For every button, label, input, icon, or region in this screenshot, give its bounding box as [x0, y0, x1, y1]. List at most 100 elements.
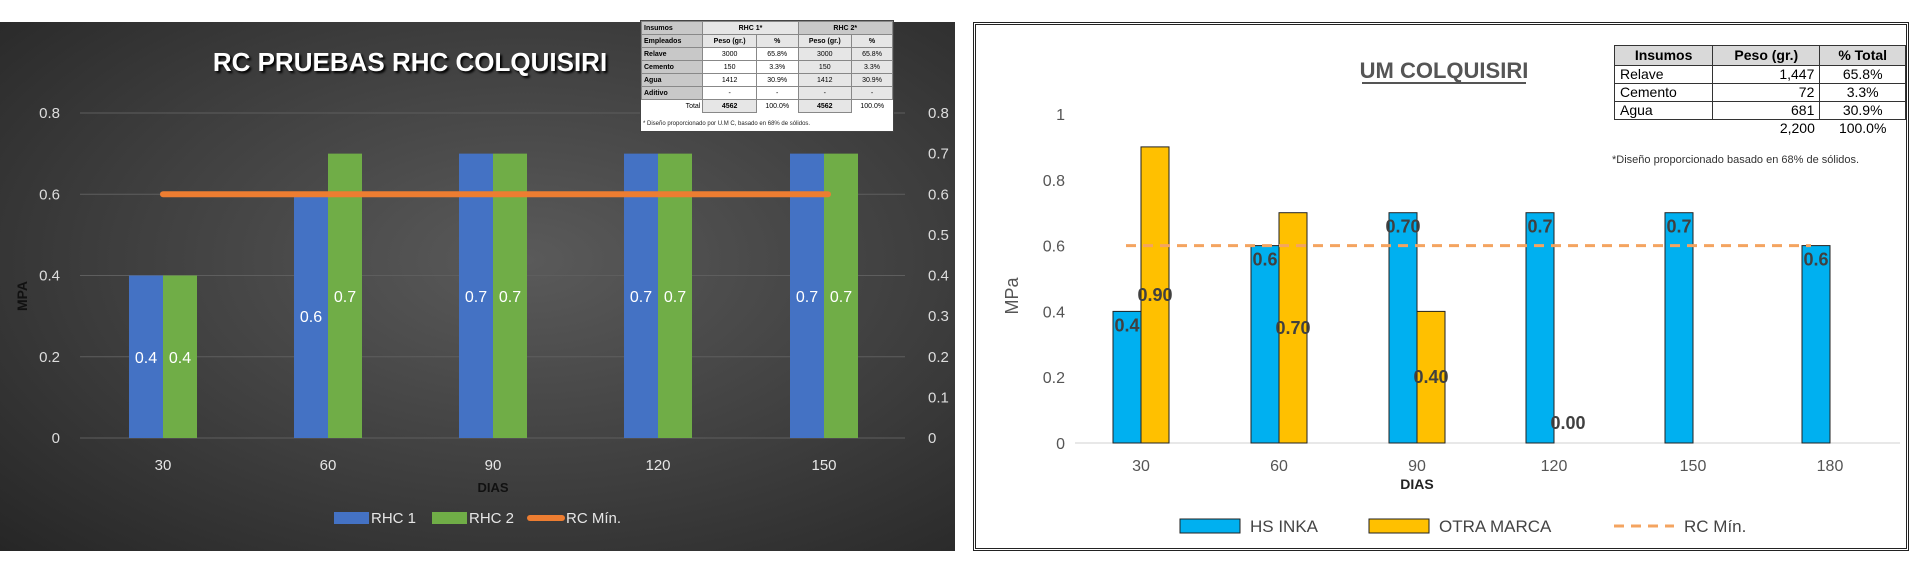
bar-hs-inka — [1250, 245, 1280, 444]
table-header: Peso (gr.) — [797, 34, 853, 48]
table-header: % — [755, 34, 799, 48]
data-label: 0.4 — [135, 350, 157, 367]
table-row: Cemento 72 3.3% — [1613, 83, 1906, 102]
legend-label: RC Mín. — [566, 510, 621, 527]
table-cell: 4562 — [702, 99, 757, 113]
legend-swatch — [1368, 518, 1430, 534]
bar-otra-marca — [1278, 212, 1308, 444]
data-label: 0.7 — [664, 289, 686, 306]
bar-rhc-2 — [658, 153, 692, 438]
table-cell: Relave — [640, 47, 704, 61]
x-tick-label: 90 — [1408, 458, 1426, 475]
table-cell: 72 — [1712, 83, 1821, 102]
bar-rhc-2 — [328, 153, 362, 438]
left-mix-table: Insumos RHC 1* RHC 2* Empleados Peso (gr… — [640, 20, 894, 132]
y2-tick-label: 0.4 — [928, 268, 949, 285]
table-row: Relave 1,447 65.8% — [1613, 65, 1906, 84]
y-tick-label: 0 — [1056, 436, 1065, 453]
table-cell: 100.0% — [860, 102, 885, 110]
right-mix-table: Insumos Peso (gr.) % Total Relave 1,447 65… — [1613, 45, 1906, 137]
bar-rhc-1 — [294, 194, 328, 438]
legend-label: RHC 2 — [469, 510, 514, 527]
table-cell: 3.3% — [851, 60, 893, 74]
table-cell: 3.3% — [755, 60, 799, 74]
y2-tick-label: 0.2 — [928, 349, 949, 366]
table-row: Aditivo - - - - — [640, 86, 893, 100]
bar-rhc-2 — [493, 153, 527, 438]
x-tick-label: 150 — [1680, 458, 1707, 475]
data-label: 0.6 — [300, 309, 322, 326]
y-axis-title: MPA — [14, 281, 30, 311]
x-tick-label: 120 — [645, 457, 670, 474]
legend-label: OTRA MARCA — [1439, 517, 1552, 536]
bar-hs-inka — [1801, 245, 1831, 444]
bar-rhc-1 — [459, 153, 493, 438]
table-cell: 30.9% — [851, 73, 893, 87]
table-cell: 100.0% — [765, 102, 790, 110]
y-tick-label: 0.4 — [1043, 304, 1065, 321]
data-label: 0.4 — [169, 350, 191, 367]
table-cell: 681 — [1712, 101, 1821, 120]
table-row: Agua 681 30.9% — [1613, 101, 1906, 120]
table-cell: 65.8% — [1819, 65, 1906, 84]
legend-label: RC Mín. — [1684, 517, 1746, 536]
y2-tick-label: 0.5 — [928, 227, 949, 244]
table-cell: 30.9% — [755, 73, 799, 87]
x-tick-label: 60 — [320, 457, 337, 474]
table-note: * Diseño proporcionado por U.M C, basado… — [643, 121, 811, 127]
data-label: 0.6 — [1252, 250, 1277, 270]
x-axis-title: DIAS — [477, 480, 508, 495]
y2-tick-label: 0.3 — [928, 308, 949, 325]
data-label: 0.40 — [1413, 367, 1448, 387]
bar-rhc-1 — [129, 275, 163, 438]
x-tick-label: 60 — [1270, 458, 1288, 475]
y2-tick-label: 0.6 — [928, 186, 949, 203]
data-label: 0.7 — [334, 289, 356, 306]
data-label: 0.7 — [796, 289, 818, 306]
table-header: RHC 2* — [797, 21, 894, 35]
y2-tick-label: 0.7 — [928, 146, 949, 163]
y-tick-label: 0.8 — [39, 105, 60, 122]
table-cell: 3000 — [797, 47, 853, 61]
y-tick-label: 1 — [1056, 107, 1065, 124]
table-header: Peso (gr.) — [702, 34, 757, 48]
table-cell: 65.8% — [851, 47, 893, 61]
table-cell: - — [755, 86, 799, 100]
table-cell: - — [797, 86, 853, 100]
table-cell: 1412 — [702, 73, 757, 87]
table-cell: 150 — [797, 60, 853, 74]
legend-label: HS INKA — [1250, 517, 1319, 536]
table-header: RHC 1* — [702, 21, 799, 35]
table-header: % Total — [1819, 45, 1906, 66]
table-cell: Agua — [1613, 101, 1714, 120]
x-tick-label: 90 — [485, 457, 502, 474]
legend-swatch — [334, 512, 369, 524]
table-header: Peso (gr.) — [1712, 45, 1821, 66]
data-label: 0.4 — [1114, 315, 1139, 335]
bar-hs-inka — [1112, 310, 1142, 444]
table-cell: Agua — [640, 73, 704, 87]
table-cell: 150 — [702, 60, 757, 74]
x-tick-label: 120 — [1541, 458, 1568, 475]
bar-rhc-2 — [824, 153, 858, 438]
bar-otra-marca — [1416, 310, 1446, 444]
x-tick-label: 30 — [1132, 458, 1150, 475]
y-tick-label: 0.6 — [39, 186, 60, 203]
y-tick-label: 0.6 — [1043, 239, 1065, 256]
bar-rhc-2 — [163, 275, 197, 438]
table-header: Empleados — [640, 34, 704, 48]
chart-title: RC PRUEBAS RHC COLQUISIRI — [213, 47, 607, 77]
table-cell: 3000 — [702, 47, 757, 61]
table-cell: 4562 — [797, 99, 853, 113]
table-cell: 65.8% — [755, 47, 799, 61]
data-label: 0.7 — [830, 289, 852, 306]
data-label: 0.6 — [1803, 250, 1828, 270]
data-label: 0.7 — [1527, 217, 1552, 237]
x-axis-title: DIAS — [1400, 476, 1433, 492]
legend-swatch — [432, 512, 467, 524]
table-header: % — [851, 34, 893, 48]
table-cell: 1,447 — [1712, 65, 1821, 84]
table-cell: Cemento — [640, 60, 704, 74]
legend-swatch — [1179, 518, 1241, 534]
